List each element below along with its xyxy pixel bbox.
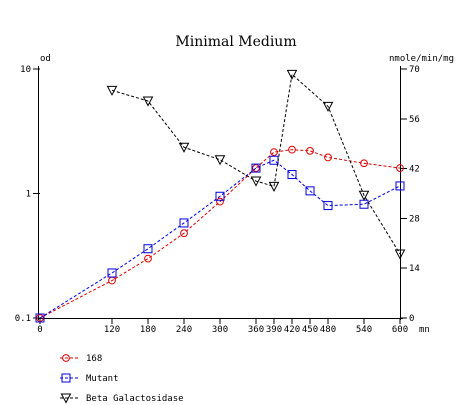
data-point (107, 268, 117, 278)
chart-title: Minimal Medium (175, 34, 296, 50)
data-point (178, 142, 190, 153)
x-tick-label: 390 (266, 325, 282, 335)
y-tick-label: 10 (20, 65, 31, 75)
x-tick-label: 300 (212, 325, 228, 335)
series-line-0 (39, 149, 401, 319)
series-line-2 (111, 73, 401, 255)
x-tick-label: 180 (140, 325, 156, 335)
data-point (180, 229, 188, 238)
x-tick-label: 540 (356, 325, 372, 335)
y2-axis-label: nmole/min/mg (389, 54, 454, 64)
x-tick-label: 420 (284, 325, 300, 335)
data-point (286, 69, 298, 80)
data-point (323, 201, 333, 211)
data-point (35, 313, 45, 323)
data-point (287, 170, 297, 180)
data-point (250, 176, 262, 187)
data-point (396, 164, 404, 172)
x-tick-label: 240 (176, 325, 192, 335)
x-tick-label: 120 (104, 325, 120, 335)
legend-label: Beta Galactosidase (86, 394, 184, 404)
data-point (106, 85, 118, 96)
legend-marker (60, 393, 72, 404)
data-point (395, 181, 405, 191)
x-tick-label: 480 (320, 325, 336, 335)
x-tick-label: 600 (392, 325, 408, 335)
data-point (252, 164, 260, 172)
data-point (144, 254, 152, 263)
data-point (36, 314, 44, 322)
x-axis-unit: mn (419, 325, 430, 335)
legend-label: Mutant (86, 374, 119, 384)
data-point (324, 153, 332, 162)
legend-marker (61, 373, 71, 383)
x-tick-label: 360 (248, 325, 264, 335)
x-tick-label: 0 (37, 325, 42, 335)
data-point (394, 249, 406, 260)
data-point (358, 190, 370, 201)
y2-tick-label: 42 (409, 165, 420, 175)
y2-tick-label: 56 (409, 115, 420, 125)
y2-tick-label: 0 (409, 314, 414, 324)
series-line-1 (39, 159, 401, 319)
data-point (143, 244, 153, 254)
data-point (268, 181, 280, 192)
data-point (322, 101, 334, 112)
data-point (215, 191, 225, 201)
data-point (214, 155, 226, 166)
data-point (270, 148, 278, 157)
y-axis-label: od (40, 54, 51, 64)
y2-tick-label: 14 (409, 264, 420, 274)
y2-tick-label: 70 (409, 65, 420, 75)
legend-label: 168 (86, 354, 102, 364)
data-point (251, 163, 261, 173)
data-point (288, 145, 296, 154)
data-point (179, 218, 189, 228)
y-tick-label: 1 (26, 190, 31, 200)
y-tick-label: 0.1 (15, 314, 31, 324)
data-point (305, 186, 315, 196)
data-point (142, 96, 154, 107)
data-point (360, 159, 368, 168)
y2-tick-label: 28 (409, 214, 420, 224)
x-tick-label: 450 (302, 325, 318, 335)
data-point (216, 197, 224, 206)
data-point (306, 146, 314, 155)
legend-marker (62, 354, 70, 362)
